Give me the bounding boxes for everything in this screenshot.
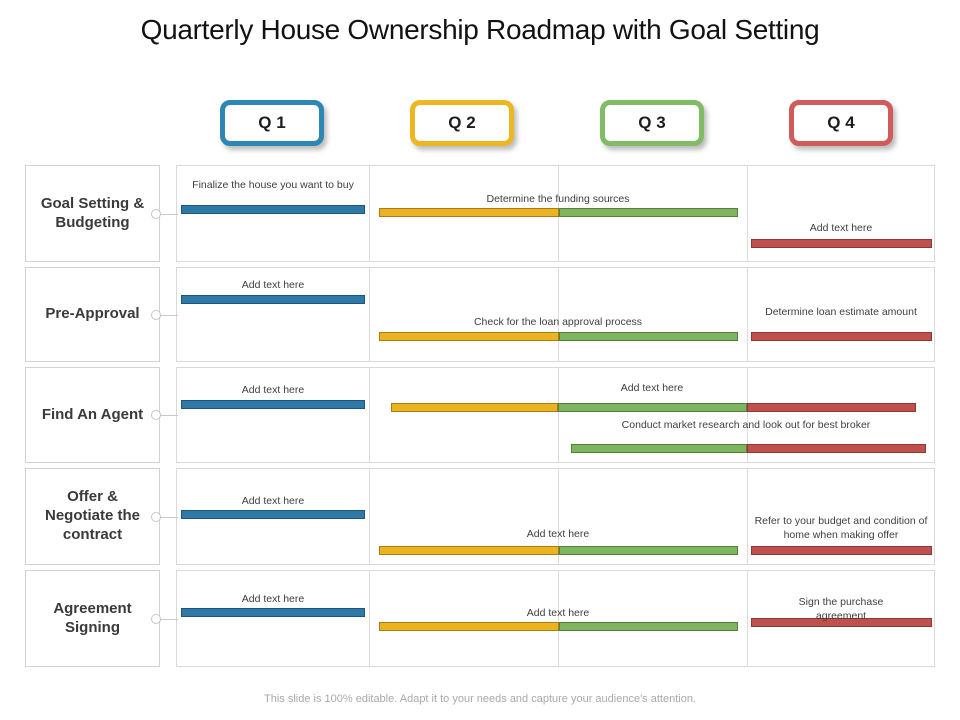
grid-column-line	[369, 571, 370, 666]
grid-column-line	[369, 166, 370, 261]
task-label: Add text here	[241, 593, 305, 605]
task-label: Add text here	[241, 495, 305, 507]
task-bar	[181, 400, 365, 409]
task-bar-segment-green	[558, 546, 738, 555]
task-bar-segment-yellow	[379, 332, 559, 341]
task-bar-segment-yellow	[391, 403, 558, 412]
quarter-header-q1: Q 1	[220, 100, 324, 146]
task-label: Sign the purchase agreement	[798, 596, 884, 623]
grid-row-4: Add text here Add text here Refer to your …	[176, 468, 935, 565]
task-bar-segment-red	[751, 546, 932, 555]
task-bar-segment-green	[571, 444, 748, 453]
grid-column-line	[747, 268, 748, 361]
grid-column-line	[558, 469, 559, 564]
connector-line	[158, 415, 178, 416]
connector-line	[158, 517, 178, 518]
task-bar-segment-red	[747, 444, 926, 453]
grid-column-line	[747, 368, 748, 462]
task-label: Determine loan estimate amount	[765, 306, 917, 318]
task-label: Add text here	[526, 607, 590, 619]
task-bar	[379, 208, 738, 217]
task-label: Add text here	[241, 384, 305, 396]
row-label-text: Agreement Signing	[53, 599, 132, 636]
connector-dot	[151, 614, 161, 624]
task-bar-segment-green	[557, 403, 747, 412]
task-bar	[391, 403, 916, 412]
page-title: Quarterly House Ownership Roadmap with G…	[140, 14, 820, 45]
row-label-1: Goal Setting & Budgeting	[25, 165, 160, 262]
task-bar-segment-red	[751, 239, 932, 248]
task-bar-segment-yellow	[379, 208, 559, 217]
grid-row-1: Finalize the house you want to buy Determ…	[176, 165, 935, 262]
grid-row-2: Add text here Check for the loan approval…	[176, 267, 935, 362]
task-bar-segment-yellow	[379, 622, 559, 631]
quarter-header-q3: Q 3	[600, 100, 704, 146]
grid-column-line	[747, 571, 748, 666]
task-bar-segment-red	[746, 403, 916, 412]
row-label-5: Agreement Signing	[25, 570, 160, 667]
task-bar	[571, 444, 926, 453]
task-bar-segment-green	[558, 332, 738, 341]
task-bar-segment-blue	[181, 510, 365, 519]
grid-column-line	[747, 469, 748, 564]
connector-line	[158, 619, 178, 620]
task-bar-segment-blue	[181, 400, 365, 409]
task-bar-segment-blue	[181, 295, 365, 304]
task-bar	[181, 205, 365, 214]
row-label-text: Find An Agent	[41, 405, 144, 423]
task-label: Add text here	[241, 279, 305, 291]
task-bar	[181, 510, 365, 519]
task-label: Finalize the house you want to buy	[192, 179, 354, 191]
grid-column-line	[369, 469, 370, 564]
task-bar	[751, 239, 932, 248]
task-bar	[751, 332, 932, 341]
row-label-4: Offer & Negotiate the contract	[25, 468, 160, 565]
connector-dot	[151, 310, 161, 320]
grid-column-line	[558, 571, 559, 666]
task-bar	[379, 622, 738, 631]
grid-column-line	[558, 368, 559, 462]
row-label-2: Pre-Approval	[25, 267, 160, 362]
grid-column-line	[369, 268, 370, 361]
connector-dot	[151, 209, 161, 219]
row-label-text: Pre-Approval	[45, 305, 140, 323]
connector-line	[158, 214, 178, 215]
task-bar	[751, 618, 932, 627]
task-bar-segment-yellow	[379, 546, 559, 555]
grid-column-line	[369, 368, 370, 462]
connector-line	[158, 315, 178, 316]
task-bar-segment-green	[558, 208, 738, 217]
task-label: Conduct market research and look out for…	[621, 419, 871, 431]
task-bar	[181, 608, 365, 617]
grid-column-line	[558, 268, 559, 361]
quarter-header-q2: Q 2	[410, 100, 514, 146]
task-label: Add text here	[809, 222, 873, 234]
task-label: Add text here	[620, 382, 684, 394]
grid-row-3: Add text here Add text here Conduct market…	[176, 367, 935, 463]
quarter-header-q4: Q 4	[789, 100, 893, 146]
task-bar-segment-green	[558, 622, 738, 631]
row-label-text: Goal Setting & Budgeting	[40, 194, 145, 231]
task-label: Refer to your budget and condition of ho…	[754, 515, 928, 542]
task-bar	[751, 546, 932, 555]
task-bar-segment-red	[751, 618, 932, 627]
grid-row-5: Add text here Add text here Sign the purch…	[176, 570, 935, 667]
task-label: Add text here	[526, 528, 590, 540]
task-label: Check for the loan approval process	[473, 316, 643, 328]
row-label-3: Find An Agent	[25, 367, 160, 463]
footer-note: This slide is 100% editable. Adapt it to…	[264, 693, 696, 705]
connector-dot	[151, 410, 161, 420]
grid-column-line	[747, 166, 748, 261]
connector-dot	[151, 512, 161, 522]
row-label-text: Offer & Negotiate the contract	[44, 488, 140, 543]
task-bar-segment-blue	[181, 205, 365, 214]
task-bar	[181, 295, 365, 304]
task-bar-segment-red	[751, 332, 932, 341]
task-bar-segment-blue	[181, 608, 365, 617]
task-label: Determine the funding sources	[486, 193, 630, 205]
task-bar	[379, 546, 738, 555]
task-bar	[379, 332, 738, 341]
